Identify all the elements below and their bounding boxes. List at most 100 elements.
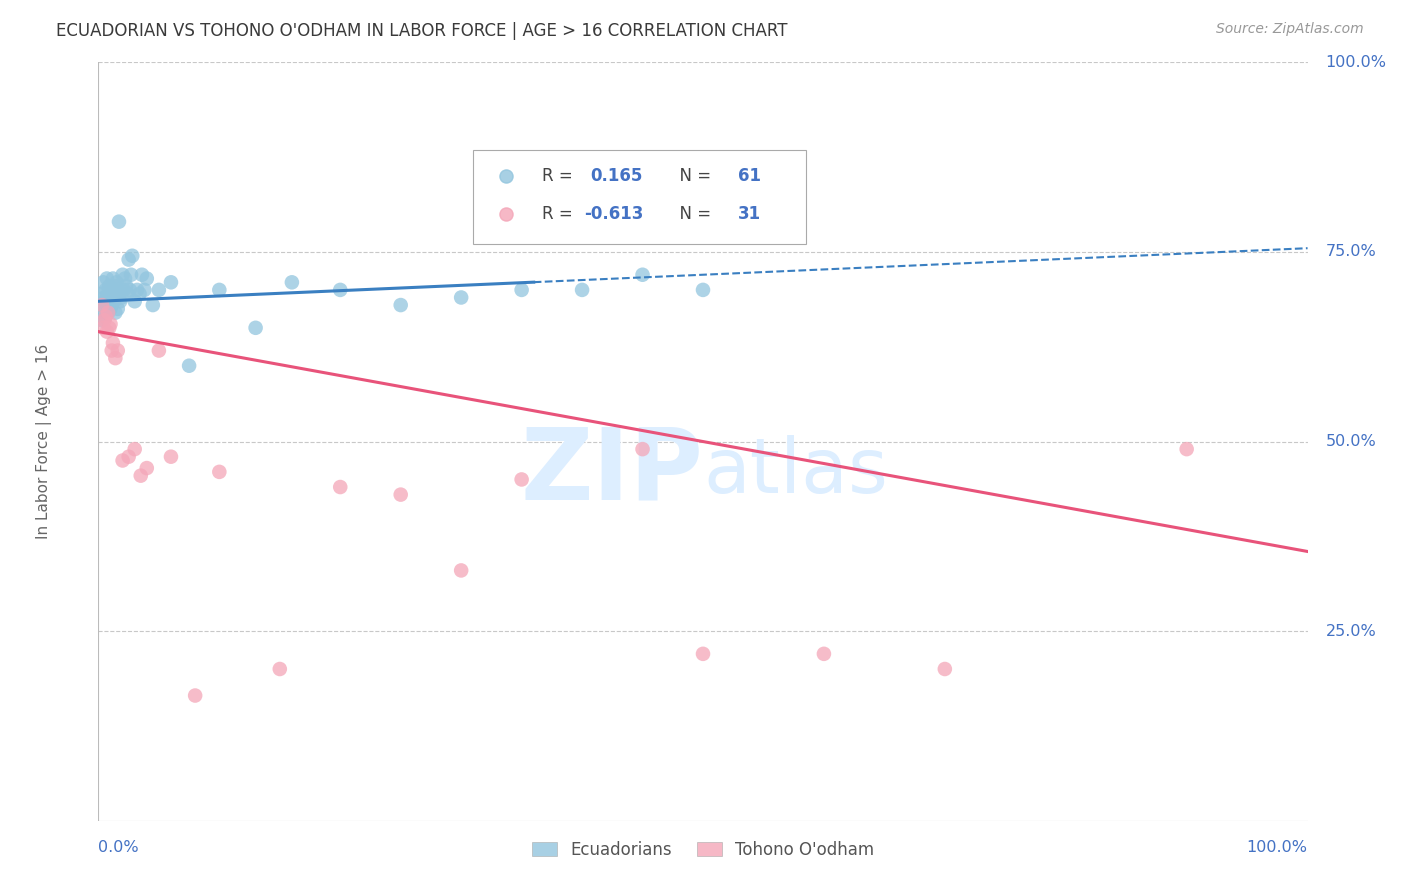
Point <box>179 359 201 373</box>
Point <box>934 662 956 676</box>
Text: 31: 31 <box>738 205 761 223</box>
Point <box>93 294 115 309</box>
Point <box>100 343 122 358</box>
Point <box>329 480 352 494</box>
Point <box>148 343 170 358</box>
Point <box>389 487 412 501</box>
Point <box>112 283 135 297</box>
Point <box>118 252 141 267</box>
Point <box>94 310 117 324</box>
Point <box>127 283 149 297</box>
Point <box>114 271 136 285</box>
Point <box>91 286 114 301</box>
Text: 50.0%: 50.0% <box>1326 434 1376 449</box>
Point <box>160 275 183 289</box>
Point <box>118 283 141 297</box>
Point <box>100 283 122 297</box>
Point <box>142 298 165 312</box>
Point <box>510 473 533 487</box>
Point <box>129 468 152 483</box>
Point <box>510 283 533 297</box>
Point <box>115 279 138 293</box>
Point <box>131 268 153 282</box>
Text: ECUADORIAN VS TOHONO O'ODHAM IN LABOR FORCE | AGE > 16 CORRELATION CHART: ECUADORIAN VS TOHONO O'ODHAM IN LABOR FO… <box>56 22 787 40</box>
Point <box>97 286 120 301</box>
Point <box>104 351 127 366</box>
Text: R =: R = <box>543 167 578 186</box>
Point <box>94 283 117 297</box>
Point <box>631 268 654 282</box>
Point <box>101 335 124 350</box>
Point <box>96 325 118 339</box>
Point <box>107 301 129 316</box>
FancyBboxPatch shape <box>474 150 806 244</box>
Point <box>148 283 170 297</box>
Point <box>91 320 114 334</box>
Point <box>98 294 121 309</box>
Point <box>111 453 134 467</box>
Point <box>692 283 714 297</box>
Point <box>91 305 114 319</box>
Point <box>208 283 231 297</box>
Text: 0.0%: 0.0% <box>98 839 139 855</box>
Point <box>135 271 157 285</box>
Point <box>135 461 157 475</box>
Text: In Labor Force | Age > 16: In Labor Force | Age > 16 <box>37 344 52 539</box>
Text: R =: R = <box>543 205 578 223</box>
Text: Source: ZipAtlas.com: Source: ZipAtlas.com <box>1216 22 1364 37</box>
Text: atlas: atlas <box>703 435 887 508</box>
Point <box>329 283 352 297</box>
Point <box>124 442 146 457</box>
Point <box>103 286 125 301</box>
Point <box>97 305 120 319</box>
Point <box>450 564 472 578</box>
Point <box>104 305 127 319</box>
Point <box>100 286 122 301</box>
Point <box>111 268 134 282</box>
Point <box>450 291 472 305</box>
Point <box>110 291 132 305</box>
Point <box>269 662 291 676</box>
Legend: Ecuadorians, Tohono O'odham: Ecuadorians, Tohono O'odham <box>524 834 882 865</box>
Point <box>107 283 129 297</box>
Text: N =: N = <box>669 167 717 186</box>
Text: 100.0%: 100.0% <box>1247 839 1308 855</box>
Text: 61: 61 <box>738 167 761 186</box>
Point <box>94 310 117 324</box>
Point <box>389 298 412 312</box>
Point <box>96 298 118 312</box>
Point <box>121 249 143 263</box>
Point <box>107 343 129 358</box>
Point <box>100 298 122 312</box>
Point <box>93 313 115 327</box>
Point <box>98 279 121 293</box>
Text: 100.0%: 100.0% <box>1326 55 1386 70</box>
Point <box>124 294 146 309</box>
Point <box>91 313 114 327</box>
Point <box>281 275 304 289</box>
Point <box>90 298 112 312</box>
Point <box>97 305 120 319</box>
Point <box>108 214 131 228</box>
Point <box>117 286 139 301</box>
Point <box>105 286 128 301</box>
Point <box>108 294 131 309</box>
Point <box>208 465 231 479</box>
Point <box>91 275 114 289</box>
Point <box>128 286 150 301</box>
Point <box>104 279 127 293</box>
Text: 25.0%: 25.0% <box>1326 624 1376 639</box>
Text: 75.0%: 75.0% <box>1326 244 1376 260</box>
Text: 0.165: 0.165 <box>591 167 643 186</box>
Point <box>813 647 835 661</box>
Point <box>495 207 517 221</box>
Point <box>495 169 517 184</box>
Point <box>120 268 142 282</box>
Point <box>118 450 141 464</box>
Text: -0.613: -0.613 <box>585 205 644 223</box>
Point <box>1175 442 1198 457</box>
Point <box>103 294 125 309</box>
Point <box>160 450 183 464</box>
Point <box>184 689 207 703</box>
Text: N =: N = <box>669 205 717 223</box>
